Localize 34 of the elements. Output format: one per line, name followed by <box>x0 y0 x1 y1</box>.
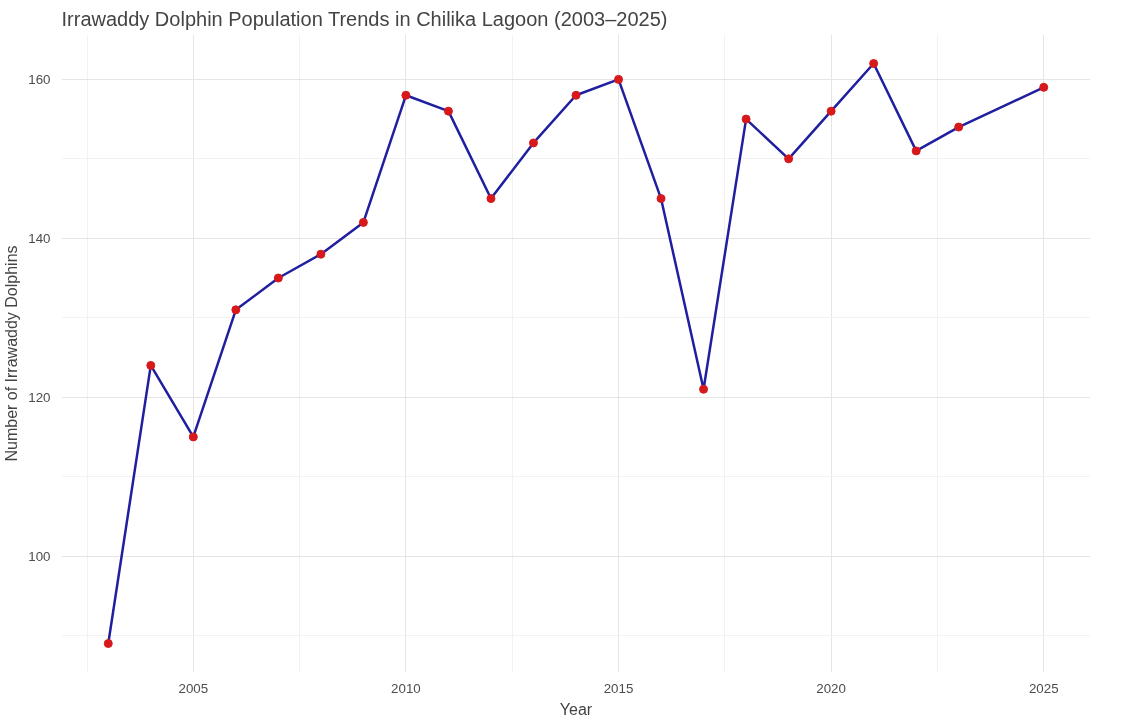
point <box>699 384 709 394</box>
point <box>784 154 794 164</box>
x-tick-label: 2015 <box>603 680 634 696</box>
y-tick-label: 100 <box>28 548 51 564</box>
point <box>911 146 921 156</box>
point <box>358 217 368 227</box>
y-tick-label: 160 <box>28 71 51 87</box>
point <box>273 273 283 283</box>
point <box>443 106 453 116</box>
x-tick-label: 2025 <box>1028 680 1059 696</box>
point <box>528 138 538 148</box>
x-tick-label: 2020 <box>816 680 846 696</box>
chart-title: Irrawaddy Dolphin Population Trends in Chilika Lagoon (2003–2025) <box>61 7 668 30</box>
y-tick-label: 120 <box>28 389 51 405</box>
x-axis-title: Year <box>559 700 593 718</box>
y-axis-title: Number of Irrawaddy Dolphins <box>3 245 21 462</box>
point <box>571 90 581 100</box>
point <box>401 90 411 100</box>
point <box>869 59 879 68</box>
point <box>316 249 326 259</box>
x-tick-label: 2005 <box>178 680 209 696</box>
point <box>486 194 496 204</box>
point <box>188 432 198 442</box>
point <box>1039 82 1049 92</box>
y-tick-label: 140 <box>28 230 51 246</box>
point <box>146 360 156 370</box>
point <box>231 305 241 315</box>
point <box>614 74 624 84</box>
point <box>103 639 113 648</box>
point <box>656 194 666 204</box>
point <box>954 122 964 132</box>
point <box>741 114 751 124</box>
x-tick-label: 2010 <box>391 680 421 696</box>
point <box>826 106 836 116</box>
